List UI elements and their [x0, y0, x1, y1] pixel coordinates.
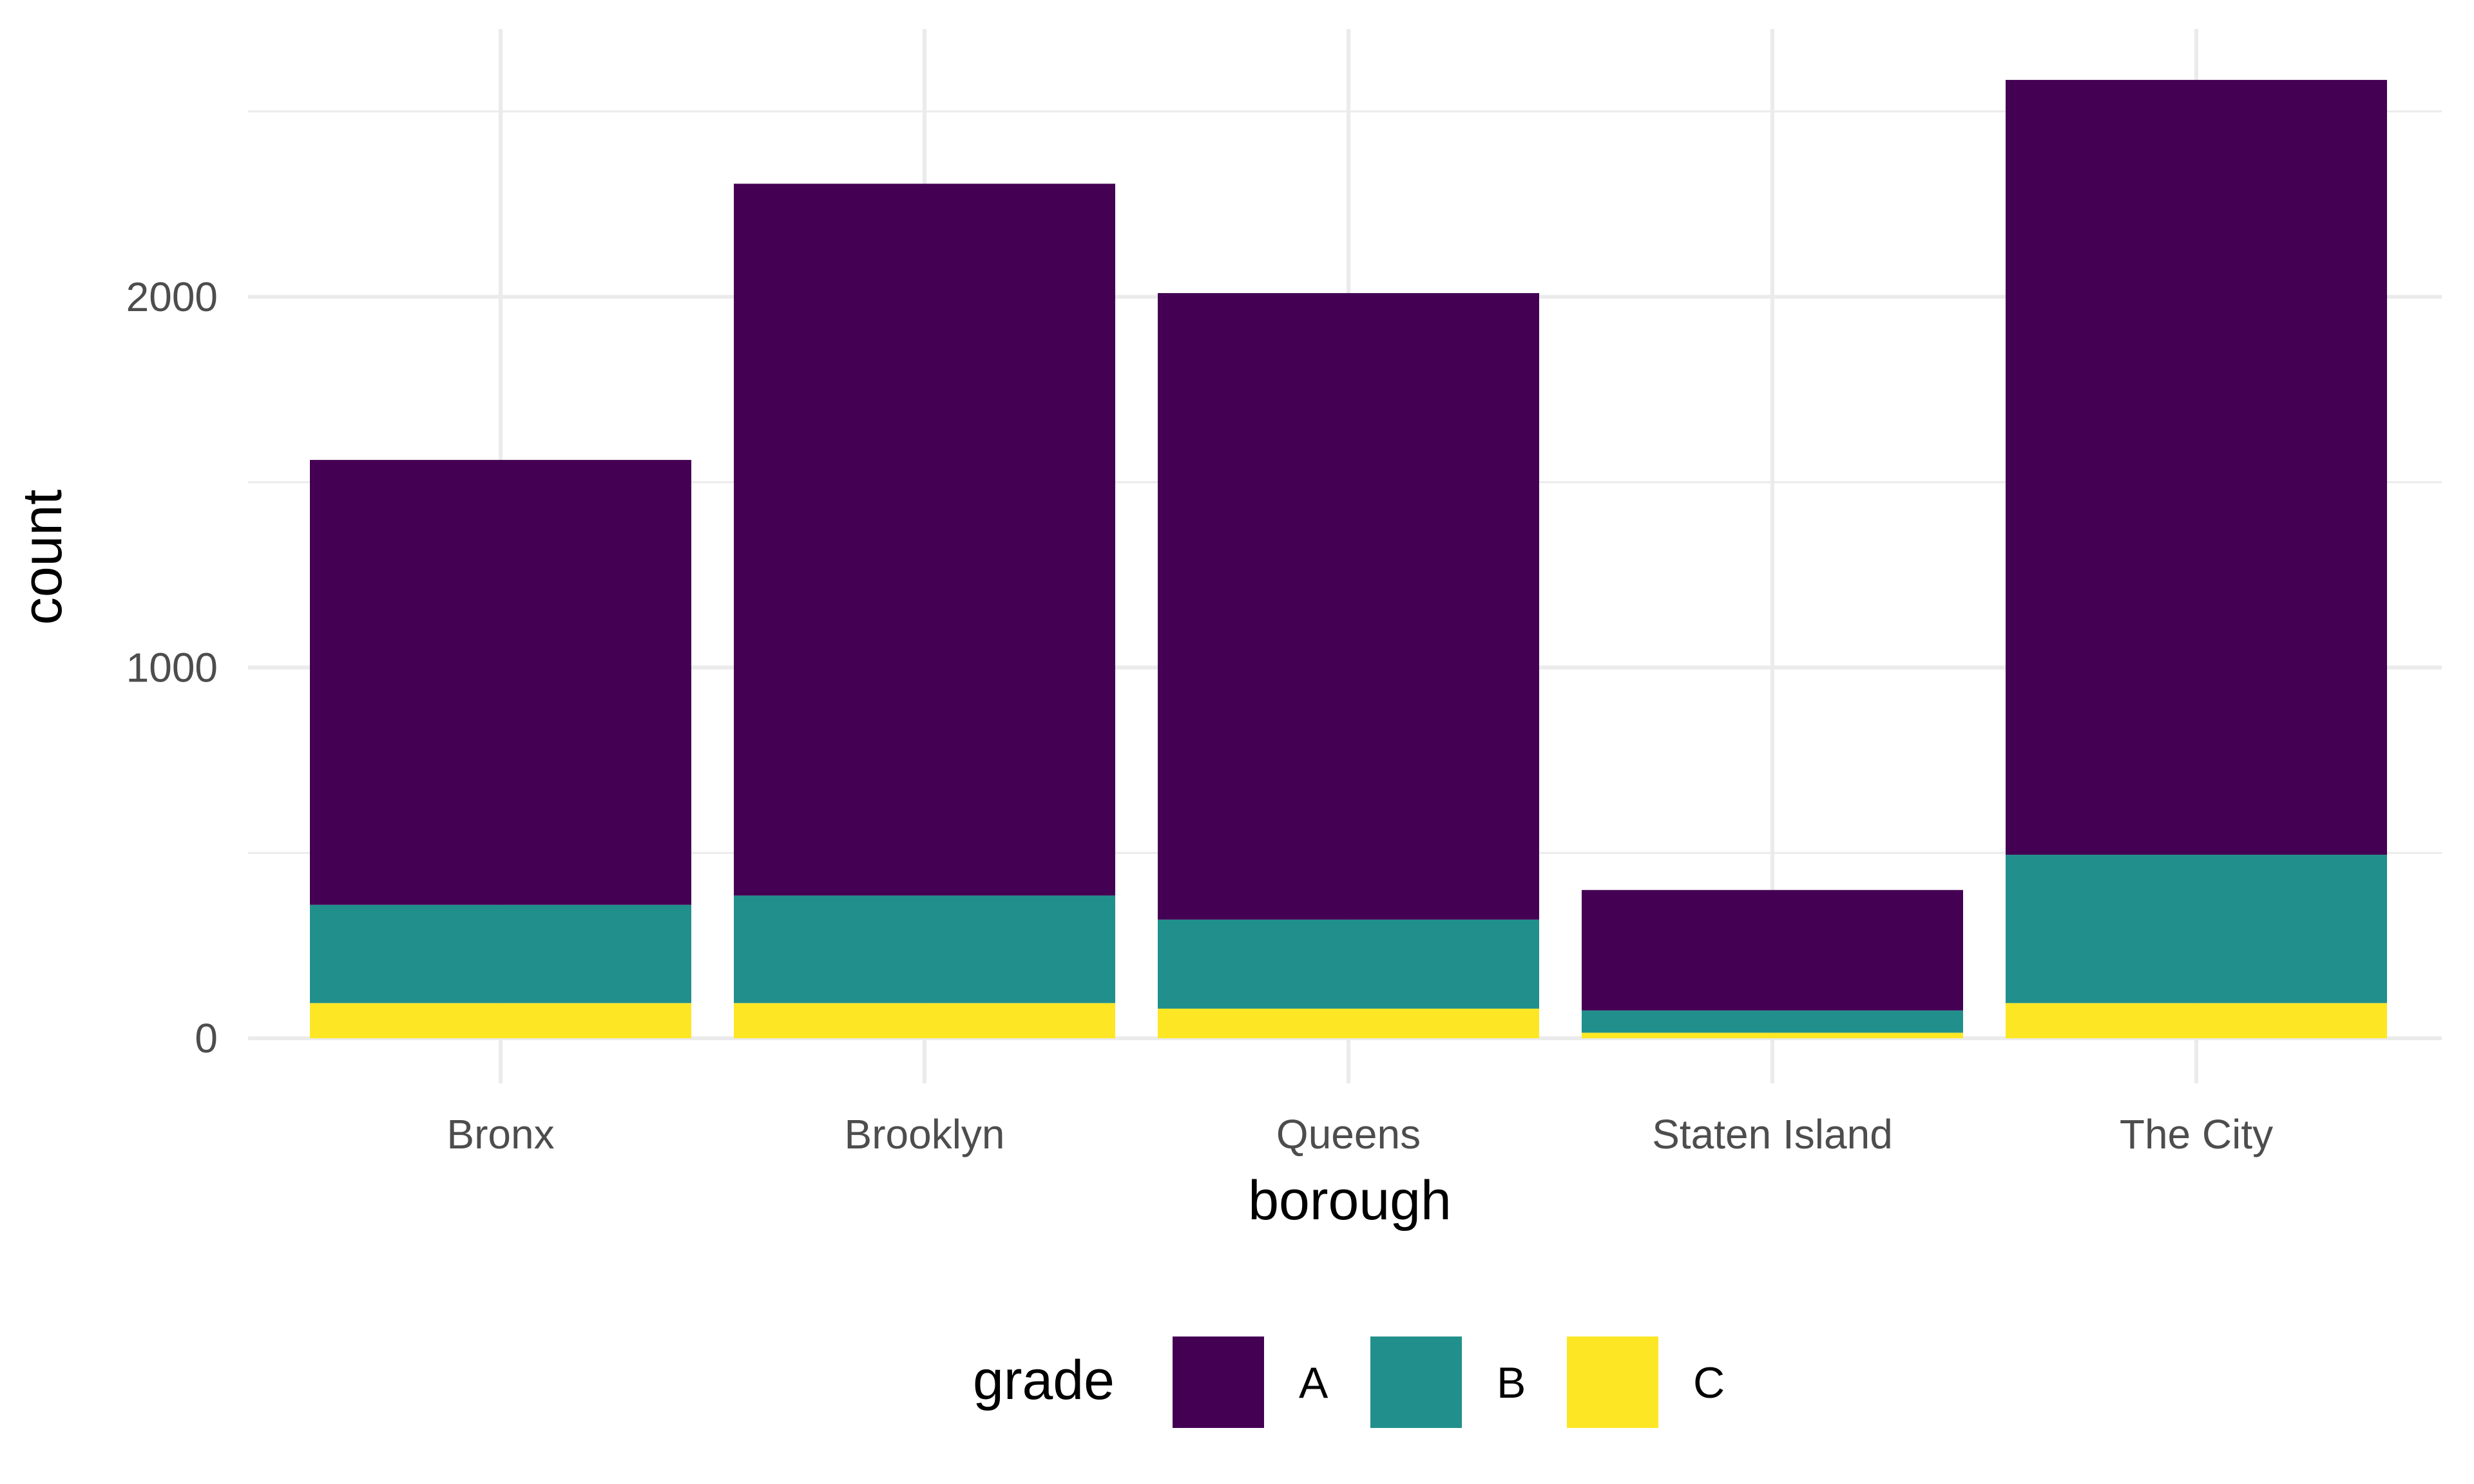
bar-staten-island-grade-c — [1582, 1032, 1963, 1038]
bar-bronx-grade-b — [310, 904, 691, 1004]
legend-key-b — [1370, 1337, 1462, 1428]
legend-label-a: A — [1299, 1358, 1328, 1407]
y-axis-title: count — [12, 490, 73, 625]
legend-key-a — [1173, 1337, 1264, 1428]
bar-queens-grade-c — [1158, 1008, 1539, 1038]
bar-the-city-grade-a — [2006, 80, 2387, 855]
y-axis-ticks: 0 1000 2000 — [126, 274, 218, 1061]
bar-the-city-grade-b — [2006, 855, 2387, 1004]
x-tick-label: Bronx — [446, 1111, 554, 1157]
legend-label-b: B — [1497, 1358, 1526, 1407]
bar-queens-grade-a — [1158, 293, 1539, 920]
x-tick-label: The City — [2120, 1111, 2273, 1157]
y-tick-label: 1000 — [126, 644, 218, 690]
legend-key-c — [1567, 1337, 1658, 1428]
bar-queens-grade-b — [1158, 919, 1539, 1009]
bar-brooklyn-grade-b — [734, 895, 1115, 1004]
x-tick-label: Staten Island — [1652, 1111, 1893, 1157]
legend: grade A B C — [973, 1337, 1725, 1428]
x-axis-title: borough — [1248, 1170, 1452, 1232]
bar-bronx-grade-a — [310, 460, 691, 905]
bar-bronx-grade-c — [310, 1003, 691, 1038]
bar-staten-island-grade-a — [1582, 889, 1963, 1011]
bar-brooklyn-grade-a — [734, 184, 1115, 896]
x-tick-label: Queens — [1276, 1111, 1421, 1157]
bar-staten-island-grade-b — [1582, 1010, 1963, 1033]
bar-the-city-grade-c — [2006, 1003, 2387, 1038]
y-tick-label: 0 — [195, 1015, 218, 1061]
y-tick-label: 2000 — [126, 274, 218, 320]
bar-brooklyn-grade-c — [734, 1003, 1115, 1038]
x-axis-ticks: Bronx Brooklyn Queens Staten Island The City — [446, 1111, 2273, 1157]
x-tick-label: Brooklyn — [845, 1111, 1005, 1157]
legend-title: grade — [973, 1349, 1115, 1411]
bars — [310, 80, 2387, 1038]
legend-label-c: C — [1693, 1358, 1725, 1407]
